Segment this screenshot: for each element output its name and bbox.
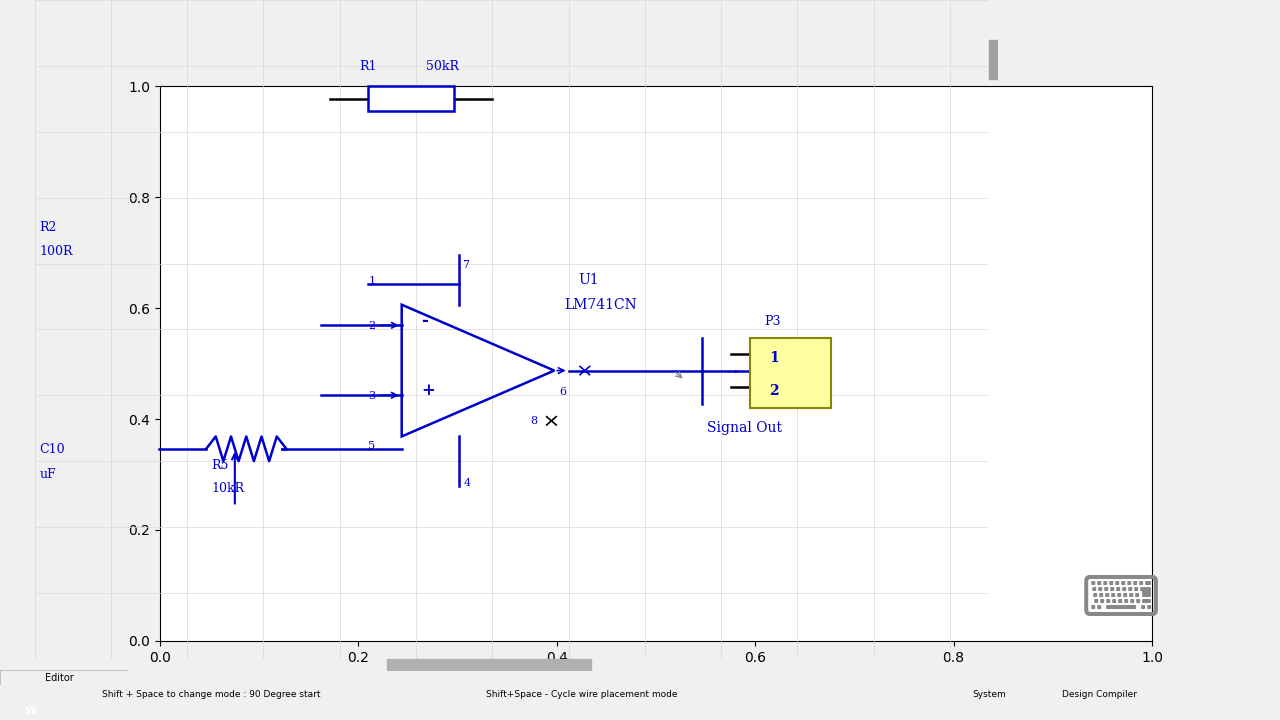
Text: 7: 7 [462, 260, 468, 269]
Bar [387, 660, 591, 670]
Text: R2: R2 [40, 220, 56, 233]
Text: C10: C10 [40, 443, 65, 456]
Text: 8: 8 [530, 416, 538, 426]
Text: 10kR: 10kR [211, 482, 244, 495]
Text: System: System [973, 690, 1006, 698]
Text: 50kR: 50kR [425, 60, 458, 73]
Text: Shift+Space - Cycle wire placement mode: Shift+Space - Cycle wire placement mode [486, 690, 678, 698]
Text: U1: U1 [579, 273, 599, 287]
Text: -: - [421, 312, 428, 329]
Text: 100R: 100R [40, 246, 73, 258]
Text: 4: 4 [463, 478, 471, 488]
Text: +: + [421, 382, 435, 400]
Text: 6: 6 [559, 387, 566, 397]
Text: P3: P3 [764, 315, 781, 328]
Text: 1: 1 [369, 276, 375, 286]
Text: 2: 2 [769, 384, 778, 398]
Bar [369, 86, 454, 111]
Bar [988, 40, 998, 79]
Text: ⌨: ⌨ [1082, 575, 1161, 628]
FancyBboxPatch shape [750, 338, 831, 408]
Text: 2: 2 [369, 321, 375, 331]
Text: LM741CN: LM741CN [563, 298, 636, 312]
Text: 5: 5 [369, 441, 375, 451]
Text: uF: uF [40, 467, 56, 481]
Text: Shift + Space to change mode : 90 Degree start: Shift + Space to change mode : 90 Degree… [102, 690, 321, 698]
Text: 1: 1 [769, 351, 778, 365]
Text: Editor: Editor [45, 672, 73, 683]
Text: W: W [26, 706, 36, 716]
Text: Design Compiler: Design Compiler [1062, 690, 1138, 698]
Text: R5: R5 [211, 459, 228, 472]
Text: R1: R1 [358, 60, 376, 73]
Text: 3: 3 [369, 392, 375, 401]
Text: Signal Out: Signal Out [707, 421, 782, 436]
